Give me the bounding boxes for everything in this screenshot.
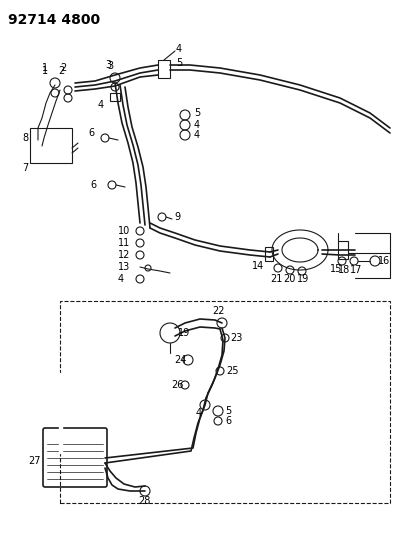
Text: 1: 1 [42, 63, 48, 73]
Bar [59, 373, 62, 453]
Text: 26: 26 [171, 380, 183, 390]
Text: 11: 11 [118, 238, 130, 248]
Text: 5: 5 [194, 108, 200, 118]
Text: 25: 25 [226, 366, 238, 376]
Text: 2: 2 [58, 66, 64, 76]
Text: 4: 4 [118, 274, 124, 284]
Text: 2: 2 [60, 63, 66, 73]
Text: 4: 4 [176, 44, 182, 54]
Text: 18: 18 [338, 265, 350, 275]
Text: 7: 7 [22, 163, 28, 173]
Text: 24: 24 [174, 355, 186, 365]
Bar [60, 301, 390, 503]
Bar [265, 247, 273, 261]
Text: 5: 5 [225, 406, 231, 416]
Text: 6: 6 [225, 416, 231, 426]
Text: 6: 6 [90, 180, 96, 190]
Text: 92714 4800: 92714 4800 [8, 13, 100, 27]
Text: 1: 1 [42, 66, 48, 76]
Text: 8: 8 [22, 133, 28, 143]
Bar [110, 93, 120, 101]
Text: 22: 22 [212, 306, 225, 316]
Text: 4: 4 [98, 100, 104, 110]
Text: 19: 19 [297, 274, 309, 284]
Text: 19: 19 [178, 328, 190, 338]
Text: 6: 6 [88, 128, 94, 138]
Text: 28: 28 [138, 496, 150, 506]
Text: 12: 12 [118, 250, 130, 260]
Text: 27: 27 [28, 456, 40, 466]
Text: 9: 9 [174, 212, 180, 222]
Text: 14: 14 [252, 261, 264, 271]
Text: 13: 13 [118, 262, 130, 272]
Bar [338, 241, 348, 259]
Text: 4: 4 [196, 408, 202, 418]
Text: 16: 16 [378, 256, 390, 266]
Text: 23: 23 [230, 333, 242, 343]
Text: 3: 3 [107, 61, 113, 71]
Bar [30, 128, 72, 163]
Text: 20: 20 [283, 274, 295, 284]
Text: 4: 4 [194, 130, 200, 140]
Text: 15: 15 [330, 264, 342, 274]
Text: 5: 5 [176, 58, 182, 68]
Text: 4: 4 [194, 120, 200, 130]
Text: 21: 21 [270, 274, 282, 284]
Text: 17: 17 [350, 265, 362, 275]
Text: 10: 10 [118, 226, 130, 236]
Text: 3: 3 [105, 60, 111, 70]
Bar [158, 60, 170, 78]
